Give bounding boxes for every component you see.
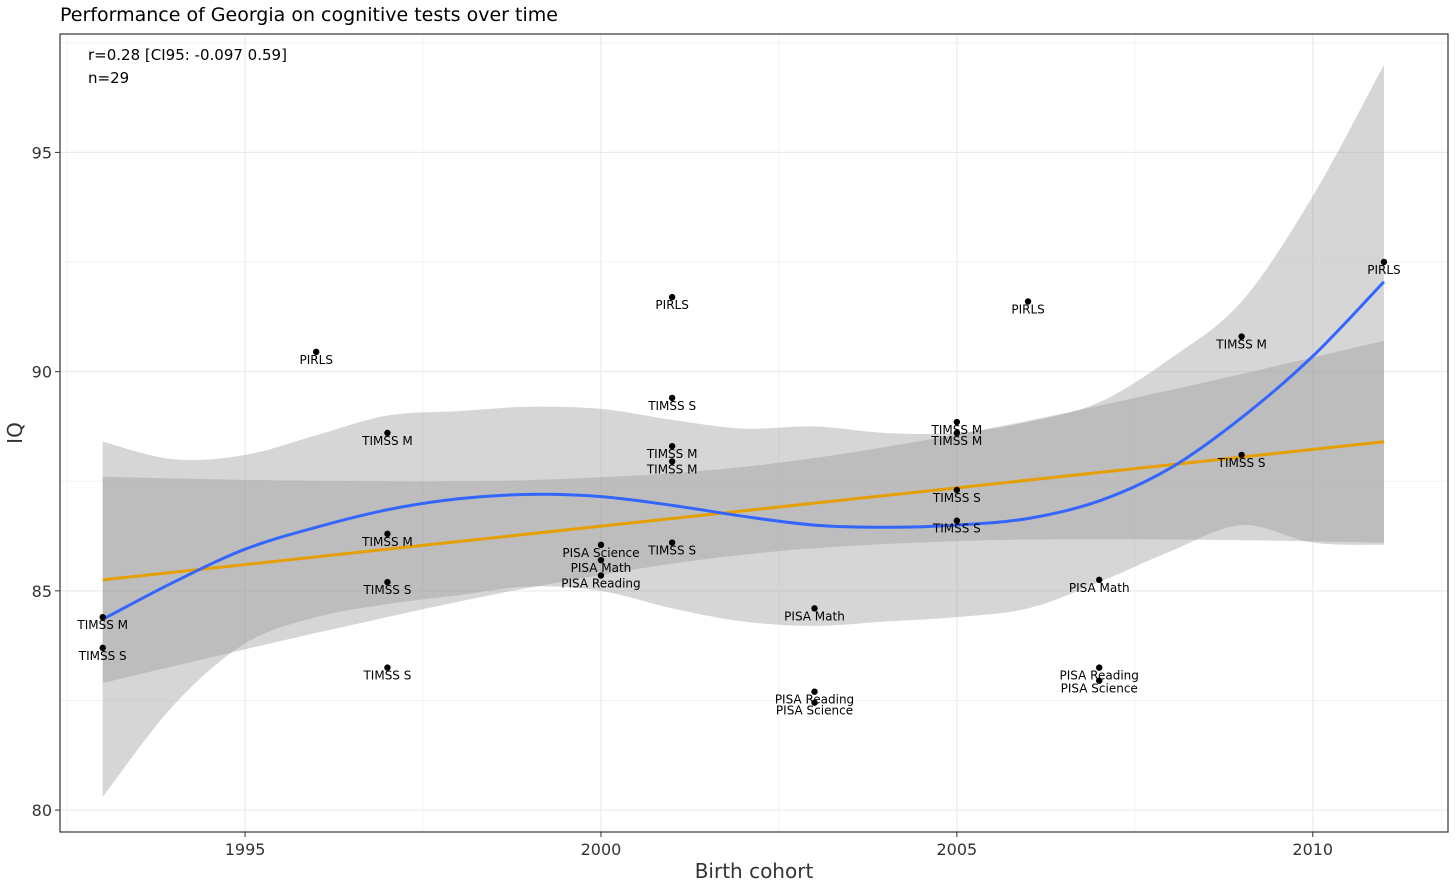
loess-fit-line	[102, 280, 1386, 621]
n-annotation: n=29	[88, 69, 129, 87]
point-label: TIMSS M	[931, 434, 983, 448]
point-label: TIMSS S	[932, 491, 981, 505]
data-point	[1096, 576, 1103, 584]
point-label: PISA Science	[1061, 682, 1138, 696]
data-points	[99, 258, 1388, 706]
data-point	[668, 293, 676, 301]
data-point	[1096, 664, 1103, 671]
data-point	[668, 394, 676, 402]
x-tick-label: 2010	[1292, 840, 1333, 859]
point-label: PIRLS	[1011, 302, 1044, 316]
data-point	[668, 442, 676, 450]
loess-confidence-band	[102, 64, 1384, 797]
x-axis-label: Birth cohort	[695, 859, 814, 883]
y-tick-label: 95	[32, 143, 52, 162]
point-label: TIMSS S	[362, 669, 411, 683]
point-label: TIMSS S	[647, 544, 696, 558]
data-point	[384, 429, 391, 437]
data-point	[99, 644, 106, 652]
data-point	[597, 541, 605, 549]
point-label: PISA Reading	[775, 693, 854, 707]
data-point	[384, 664, 391, 671]
y-tick-label: 80	[32, 801, 52, 820]
x-tick-label: 2000	[581, 840, 622, 859]
point-label: PIRLS	[1367, 263, 1400, 277]
point-label: PISA Math	[1069, 581, 1130, 595]
y-axis-label: IQ	[3, 422, 27, 444]
data-point	[1096, 677, 1103, 684]
data-point	[811, 688, 818, 695]
correlation-annotation: r=0.28 [CI95: -0.097 0.59]	[88, 46, 287, 64]
point-label: PISA Reading	[1060, 669, 1139, 683]
data-point	[384, 578, 391, 586]
point-label: TIMSS M	[361, 535, 413, 549]
point-label: PIRLS	[655, 298, 688, 312]
x-tick-label: 2005	[937, 840, 978, 859]
data-point	[313, 348, 320, 356]
x-tick-label: 1995	[225, 840, 266, 859]
point-label: PISA Math	[571, 561, 632, 575]
point-label: TIMSS S	[647, 399, 696, 413]
y-tick-label: 90	[32, 363, 52, 382]
point-label: TIMSS S	[362, 583, 411, 597]
point-label: PIRLS	[300, 353, 333, 367]
point-label: TIMSS S	[1217, 456, 1266, 470]
linear-fit-line	[102, 440, 1385, 582]
point-label: TIMSS S	[932, 522, 981, 536]
data-point	[1024, 298, 1032, 305]
y-tick-label: 85	[32, 582, 52, 601]
panel-border	[59, 33, 1449, 833]
data-point	[99, 613, 106, 621]
x-axis-ticks: 1995 2000 2005 2010	[225, 832, 1333, 859]
y-axis-ticks: 80 85 90 95	[32, 143, 60, 820]
data-point	[1380, 258, 1388, 266]
point-label: TIMSS M	[76, 618, 128, 632]
data-point	[1238, 451, 1245, 459]
point-label: TIMSS M	[1215, 338, 1267, 352]
grid	[60, 34, 1448, 832]
data-point	[597, 556, 605, 564]
point-label: TIMSS S	[78, 649, 127, 663]
data-point	[953, 418, 961, 426]
data-point	[811, 605, 818, 612]
data-point	[953, 486, 961, 494]
point-label: PISA Science	[562, 546, 639, 560]
point-label: TIMSS M	[361, 434, 413, 448]
data-point	[384, 530, 391, 538]
data-point	[953, 429, 961, 437]
confidence-bands	[102, 64, 1384, 797]
data-point	[668, 539, 676, 546]
fit-lines	[102, 280, 1386, 621]
point-label: TIMSS M	[646, 463, 698, 477]
point-label: PISA Science	[776, 704, 853, 718]
data-point	[811, 699, 818, 706]
point-label: TIMSS M	[646, 447, 698, 461]
data-point	[1238, 333, 1245, 340]
data-point	[597, 572, 605, 579]
point-label: PISA Math	[784, 609, 845, 623]
point-label: TIMSS M	[931, 423, 983, 437]
chart-title: Performance of Georgia on cognitive test…	[60, 4, 558, 26]
point-label: PISA Reading	[561, 577, 640, 591]
data-point	[953, 517, 961, 524]
data-point	[668, 458, 676, 465]
